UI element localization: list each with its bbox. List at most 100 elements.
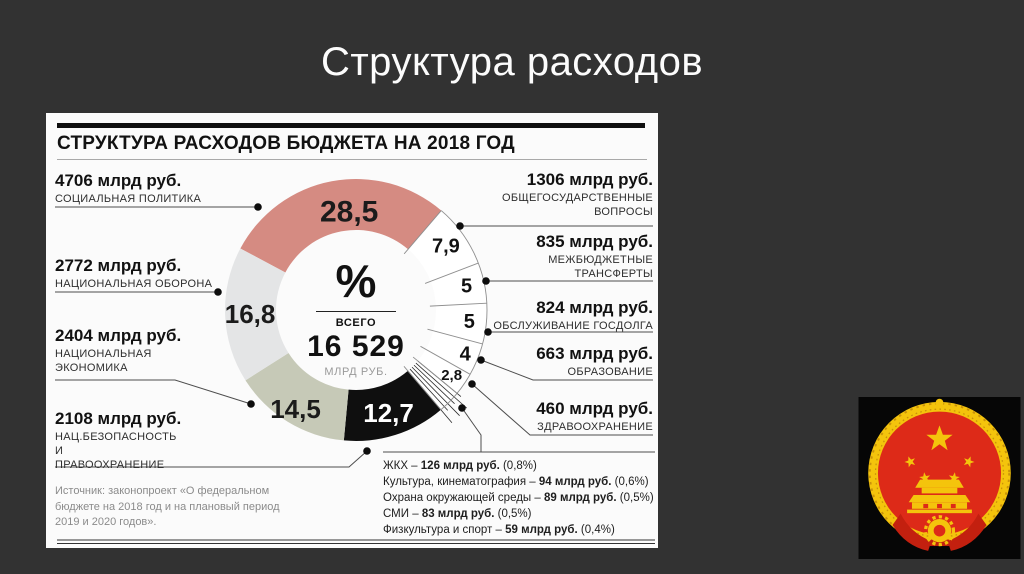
small-item: Охрана окружающей среды – 89 млрд руб. (… [383,490,657,506]
emblem-gate-doors [923,503,956,509]
small-item-amount: 59 млрд руб. [505,524,578,536]
source-note: Источник: законопроект «О федеральном бю… [55,485,280,528]
dot-economy [247,400,255,408]
leader-healthcare [471,383,653,436]
dot-debt-service [484,328,492,336]
callout-category: ОБРАЗОВАНИЕ [567,366,653,378]
small-item: СМИ – 83 млрд руб. (0,5%) [383,506,657,522]
slice-value-debt-service: 5 [464,311,475,333]
callout-debt-service: 824 млрд руб. ОБСЛУЖИВАНИЕ ГОСДОЛГА [493,298,653,334]
callout-category: НАЦ.БЕЗОПАСНОСТЬ И ПРАВООХРАНЕНИЕ [55,431,177,471]
slice-divider [412,356,458,394]
slice-divider [429,302,487,307]
header-top-rule [57,123,645,128]
donut-slice-transfers [430,263,487,306]
prc-emblem-icon [858,397,1021,559]
dot-state-issues [456,222,464,230]
donut-slice-education [425,330,483,375]
hatch-line [411,366,460,416]
small-item: Культура, кинематография – 94 млрд руб. … [383,474,657,490]
slice-value-education: 4 [460,344,472,366]
header-underline [57,159,647,160]
slice-divider [427,328,483,345]
infographic-header: СТРУКТУРА РАСХОДОВ БЮДЖЕТА НА 2018 ГОД [57,133,515,154]
slice-value-state-issues: 7,9 [432,236,460,258]
small-item-pct: (0,8%) [499,460,537,472]
dot-security [363,447,371,455]
donut-slice-social-policy [240,179,442,273]
callout-amount: 835 млрд руб. [536,232,653,251]
percent-symbol: % [335,255,377,307]
callout-amount: 2108 млрд руб. [55,409,182,428]
slice-divider [403,366,442,411]
white-dividers [403,210,488,423]
donut-center: % ВСЕГО 16 529 МЛРД РУБ. [276,255,436,378]
callout-amount: 2772 млрд руб. [55,256,182,275]
slices-layer [225,179,487,441]
leader-security [55,450,368,468]
callout-economy: 2404 млрд руб. НАЦИОНАЛЬНАЯ ЭКОНОМИКА [55,326,181,376]
small-item: Физкультура и спорт – 59 млрд руб. (0,4%… [383,522,657,538]
center-divider [316,310,396,312]
callout-category: НАЦИОНАЛЬНАЯ ЭКОНОМИКА [55,348,152,374]
panel-bottom-rule [57,539,655,544]
donut-slice-security [343,370,441,441]
budget-infographic-panel: СТРУКТУРА РАСХОДОВ БЮДЖЕТА НА 2018 ГОД [46,113,658,548]
small-item-name: Культура, кинематография – [383,476,539,488]
callout-category: ОБЩЕГОСУДАРСТВЕННЫЕ ВОПРОСЫ [501,192,653,218]
callout-security: 2108 млрд руб. НАЦ.БЕЗОПАСНОСТЬ И ПРАВОО… [55,409,181,472]
small-item-pct: (0,5%) [616,492,654,504]
hatch-line [413,364,455,404]
callout-amount: 4706 млрд руб. [55,171,182,190]
leader-dots [214,203,492,455]
callout-category: ОБСЛУЖИВАНИЕ ГОСДОЛГА [493,320,653,332]
slice-value-economy: 14,5 [270,394,321,424]
slice-divider [403,210,442,255]
small-item-amount: 126 млрд руб. [420,460,500,472]
slice-value-defense: 16,8 [225,299,276,329]
small-item-amount: 94 млрд руб. [538,476,612,488]
slice-value-security: 12,7 [363,398,414,428]
callout-transfers: 835 млрд руб. МЕЖБЮДЖЕТНЫЕ ТРАНСФЕРТЫ [536,232,653,282]
callout-category: НАЦИОНАЛЬНАЯ ОБОРОНА [55,278,213,290]
small-item-amount: 89 млрд руб. [543,492,617,504]
slide-title: Структура расходов [320,40,704,84]
callout-amount: 2404 млрд руб. [55,326,182,345]
small-item-name: СМИ – [383,508,422,520]
slice-value-social-policy: 28,5 [320,196,378,229]
emblem-gear [923,515,956,547]
callout-category: МЕЖБЮДЖЕТНЫЕ ТРАНСФЕРТЫ [548,254,653,280]
center-total-label: ВСЕГО [335,316,377,329]
dot-transfers [482,277,490,285]
donut-slice-defense [225,248,289,381]
center-total-unit: МЛРД РУБ. [324,365,388,378]
donut-slice-healthcare [417,349,471,394]
donut-slice-economy [245,352,349,441]
dot-education [477,356,485,364]
callout-social-policy: 4706 млрд руб. СОЦИАЛЬНАЯ ПОЛИТИКА [55,171,201,207]
small-item-name: ЖКХ – [383,460,421,472]
donut-slice-debt-service [433,303,487,344]
small-item-amount: 83 млрд руб. [421,508,495,520]
hatch-line [409,368,449,411]
white-outer-arc [440,210,488,411]
center-total-value: 16 529 [307,329,405,363]
callout-category: СОЦИАЛЬНАЯ ПОЛИТИКА [55,193,202,205]
callout-amount: 1306 млрд руб. [526,170,653,189]
dot-healthcare [468,380,476,388]
leader-economy [55,379,252,405]
callout-healthcare: 460 млрд руб. ЗДРАВООХРАНЕНИЕ [536,399,653,435]
leader-small-items [461,407,482,452]
slice-divider [424,262,479,284]
dot-small-items [458,404,466,412]
donut-slice-other-small [407,360,458,410]
donut-slice-state-issues [408,210,479,282]
callout-defense: 2772 млрд руб. НАЦИОНАЛЬНАЯ ОБОРОНА [55,256,212,292]
small-item-name: Охрана окружающей среды – [383,492,544,504]
small-item: ЖКХ – 126 млрд руб. (0,8%) [383,458,657,474]
leader-education [480,359,653,381]
small-items-list: ЖКХ – 126 млрд руб. (0,8%) Культура, кин… [383,458,657,538]
callout-amount: 663 млрд руб. [536,344,653,363]
slice-value-transfers: 5 [461,276,472,298]
